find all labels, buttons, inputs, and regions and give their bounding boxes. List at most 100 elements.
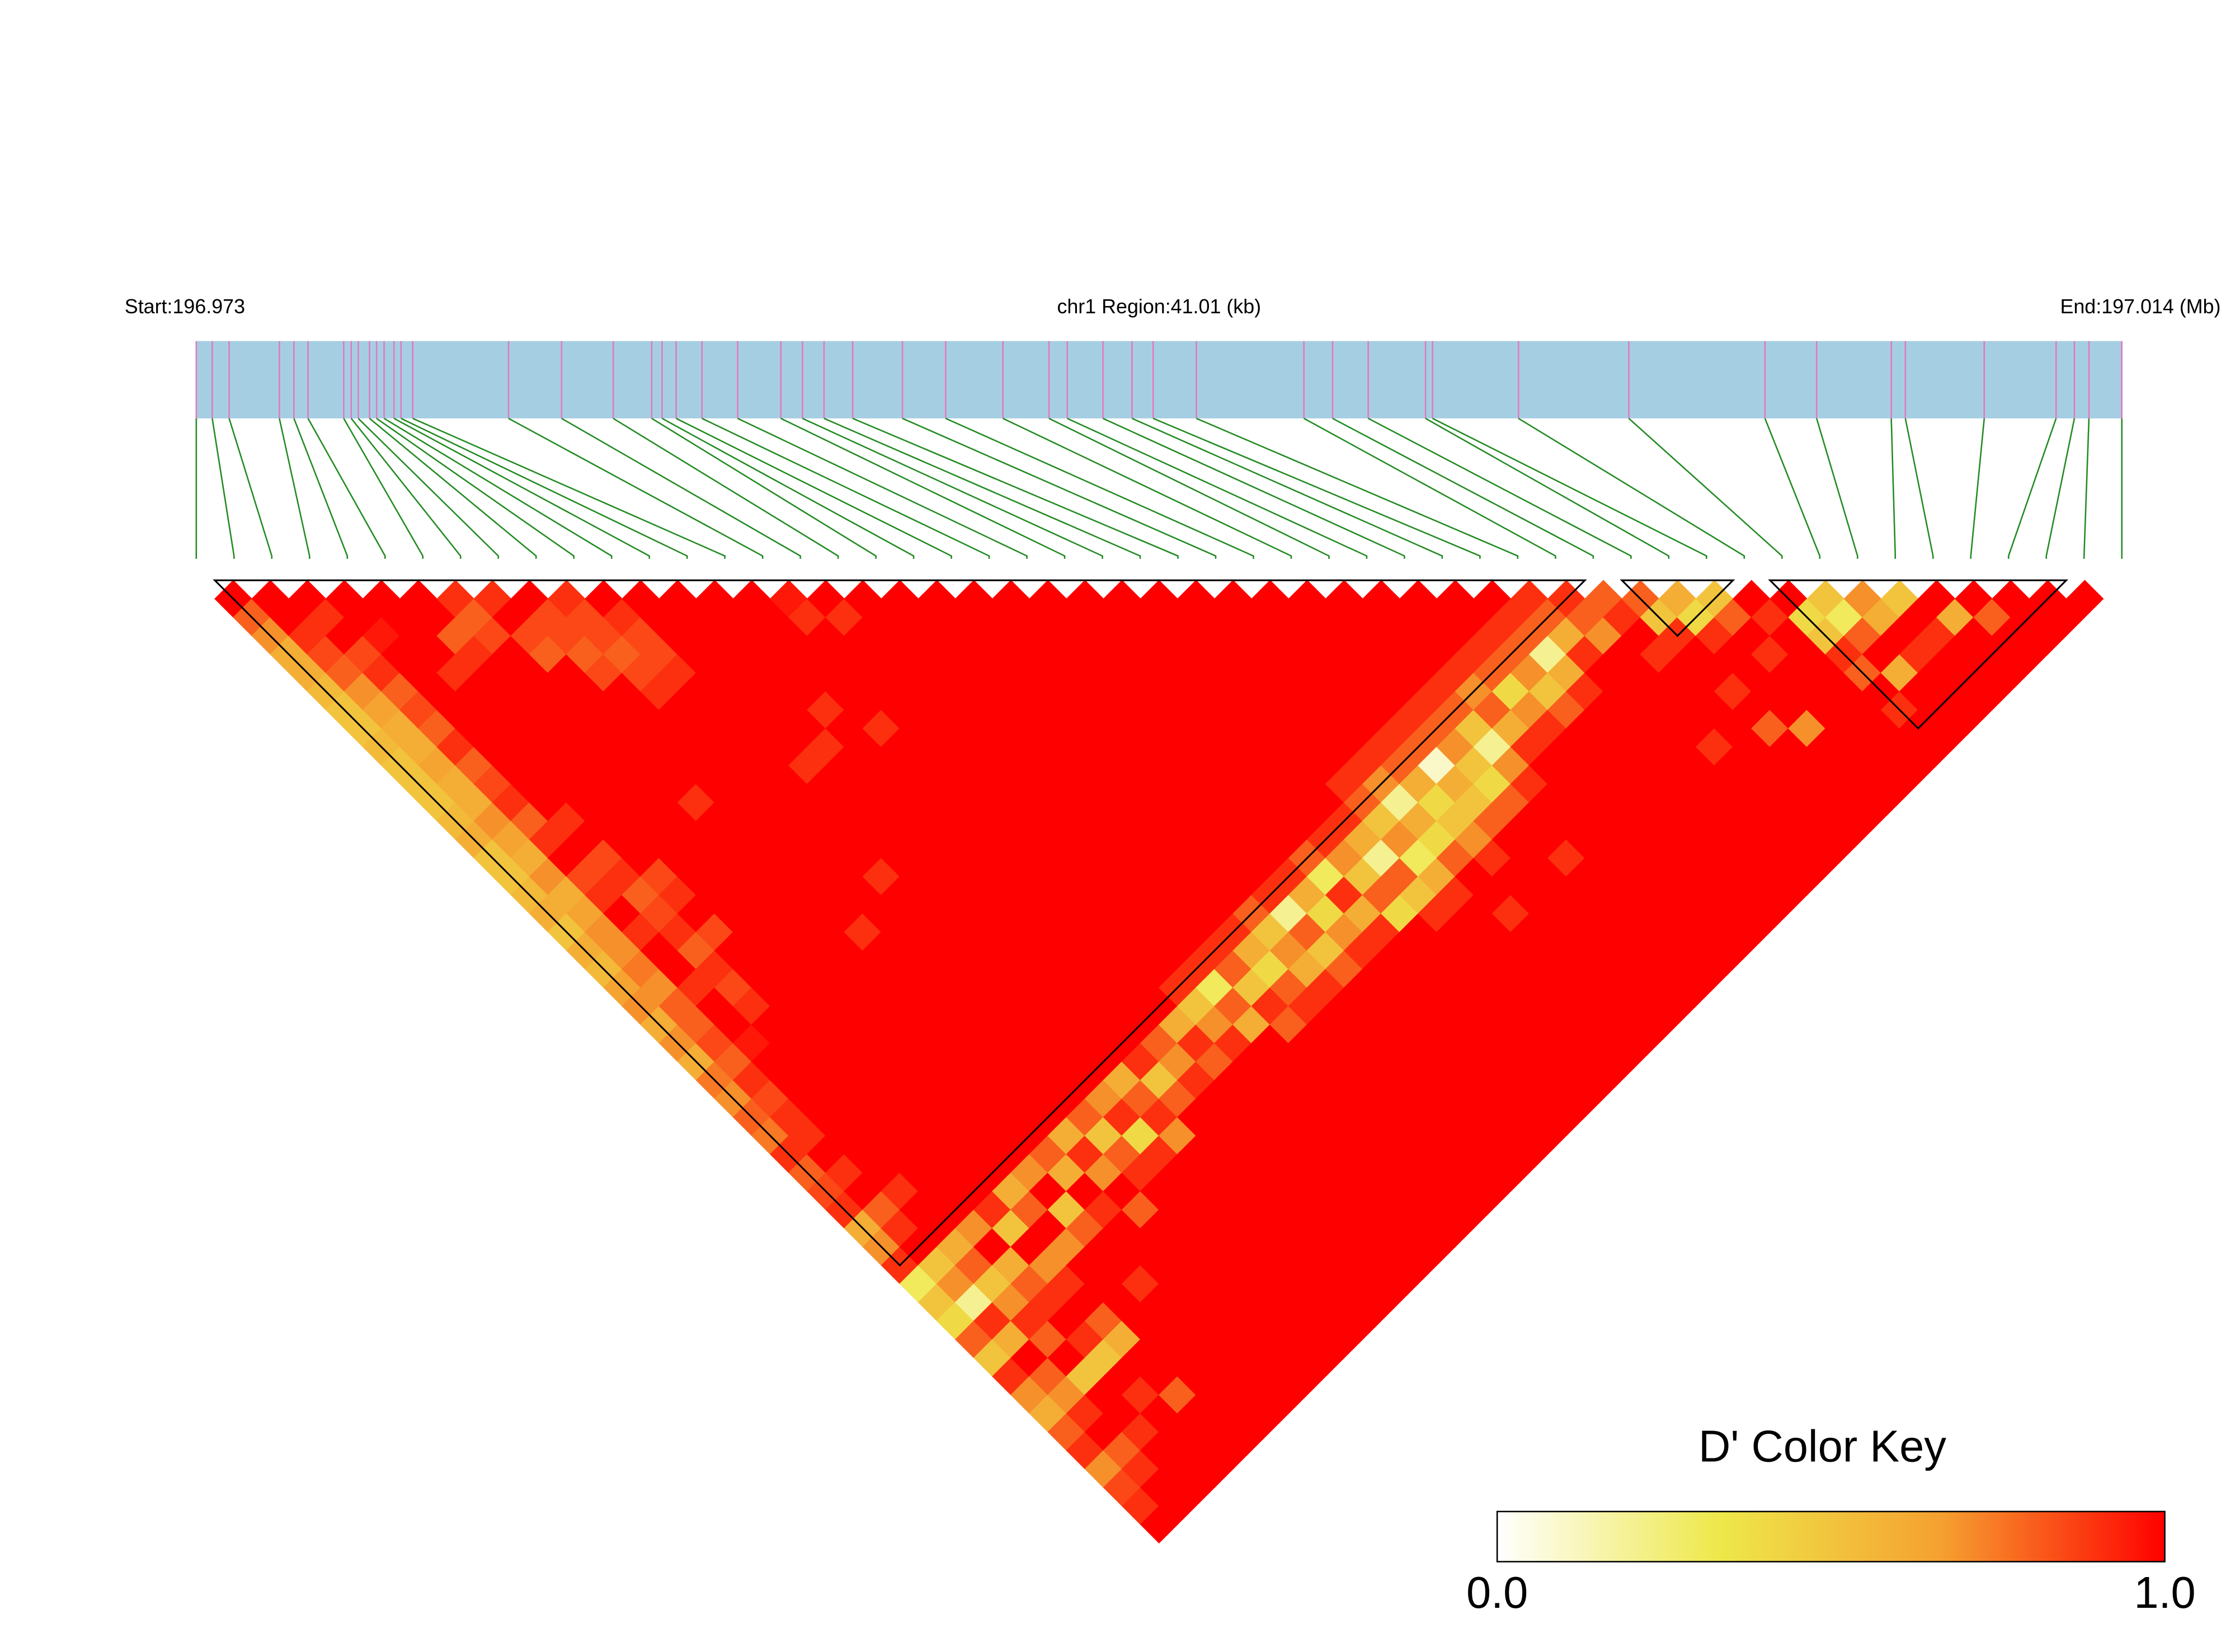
ld-cell xyxy=(936,895,975,933)
snp-bar xyxy=(196,341,2122,418)
ld-cell xyxy=(1288,876,1326,914)
ld-cell xyxy=(844,616,882,655)
ld-cell xyxy=(1362,950,1400,989)
ld-cell xyxy=(1232,709,1271,747)
ld-cell xyxy=(844,876,882,914)
ld-cell xyxy=(1177,616,1215,655)
ld-cell xyxy=(1528,895,1567,933)
ld-cell xyxy=(1528,709,1567,747)
snp-connector xyxy=(293,418,349,559)
ld-cell xyxy=(1269,635,1308,674)
ld-cell xyxy=(954,580,993,618)
snp-connector xyxy=(350,418,462,559)
ld-cell xyxy=(1399,1246,1437,1284)
ld-cell xyxy=(973,1190,1011,1229)
ld-cell xyxy=(1399,1209,1437,1248)
ld-cell xyxy=(973,672,1011,710)
ld-cell xyxy=(825,635,864,674)
ld-cell xyxy=(954,691,993,729)
ld-cell xyxy=(936,635,975,674)
snp-connector xyxy=(1003,417,1292,559)
snp-connector xyxy=(357,418,500,559)
ld-cell xyxy=(1196,895,1234,933)
ld-cell xyxy=(695,1024,734,1062)
ld-cell xyxy=(1269,709,1308,747)
snp-connector xyxy=(613,417,839,559)
ld-cell xyxy=(1251,653,1290,692)
ld-cell xyxy=(1362,1024,1400,1062)
ld-cell xyxy=(547,876,586,914)
snp-connector xyxy=(2083,418,2090,559)
snp-connector xyxy=(211,418,235,559)
ld-cell xyxy=(622,876,660,914)
ld-cell xyxy=(825,895,864,933)
ld-cell xyxy=(862,635,901,674)
ld-cell xyxy=(954,1024,993,1062)
ld-cell xyxy=(1528,820,1567,859)
snp-connector xyxy=(1904,418,1934,559)
color-key-tick-label: 0.0 xyxy=(1466,1568,1528,1617)
ld-cell xyxy=(1418,672,1456,710)
ld-cell xyxy=(954,876,993,914)
ld-cell xyxy=(862,1190,901,1229)
ld-cell xyxy=(658,876,697,914)
ld-cell xyxy=(954,1209,993,1248)
ld-cell xyxy=(1232,598,1271,637)
ld-cell xyxy=(1177,728,1215,766)
snp-connector xyxy=(508,417,764,559)
ld-cell xyxy=(1288,1024,1326,1062)
snp-connector xyxy=(307,418,386,559)
snp-connector xyxy=(1196,417,1519,559)
ld-cell xyxy=(862,895,901,933)
ld-cell xyxy=(1381,672,1419,710)
ld-cell xyxy=(751,598,789,637)
ld-cell xyxy=(1381,895,1419,933)
snp-connector xyxy=(401,417,688,559)
ld-cell xyxy=(1362,876,1400,914)
ld-cell xyxy=(1269,1376,1308,1414)
ld-cell xyxy=(973,598,1011,637)
ld-cell xyxy=(1196,635,1234,674)
ld-cell xyxy=(1362,691,1400,729)
ld-cell xyxy=(1177,1246,1215,1284)
ld-cell xyxy=(640,598,679,637)
ld-cell xyxy=(1047,1413,1086,1451)
ld-cell xyxy=(1269,1190,1308,1229)
ld-cell xyxy=(1381,635,1419,674)
snp-connector xyxy=(393,417,650,559)
ld-cell xyxy=(825,672,864,710)
ld-cell xyxy=(1251,580,1290,618)
ld-cell xyxy=(1047,1227,1086,1266)
ld-cell xyxy=(1196,598,1234,637)
ld-cell xyxy=(1528,746,1567,785)
ld-cell xyxy=(954,653,993,692)
start-label: Start:196.973 xyxy=(125,295,245,318)
ld-cell xyxy=(936,709,975,747)
ld-cell xyxy=(844,691,882,729)
snp-connector xyxy=(802,417,1103,559)
snp-connector xyxy=(1970,418,1985,559)
ld-cell xyxy=(1214,876,1253,914)
ld-cell xyxy=(1232,1413,1271,1451)
ld-cell xyxy=(1362,580,1400,618)
ld-cell xyxy=(1177,876,1215,914)
ld-cell xyxy=(1362,616,1400,655)
ld-block xyxy=(1768,579,2069,730)
ld-cell xyxy=(1399,616,1437,655)
snp-connector xyxy=(1815,418,1858,559)
snp-connector xyxy=(369,417,537,559)
ld-cell xyxy=(1528,1042,1567,1081)
ld-cell xyxy=(1232,1376,1271,1414)
ld-cell xyxy=(1399,876,1437,914)
ld-cell xyxy=(1362,653,1400,692)
ld-cell xyxy=(1732,876,1771,914)
ld-cell xyxy=(1418,895,1456,933)
ld-cell xyxy=(807,876,845,914)
ld-cell xyxy=(1232,1190,1271,1229)
ld-cell xyxy=(1362,728,1400,766)
snp-connector xyxy=(1368,417,1632,559)
color-key-tick-label: 1.0 xyxy=(2134,1568,2195,1617)
ld-cell xyxy=(844,580,882,618)
ld-cell xyxy=(1528,968,1567,1007)
snp-connector xyxy=(343,418,424,559)
